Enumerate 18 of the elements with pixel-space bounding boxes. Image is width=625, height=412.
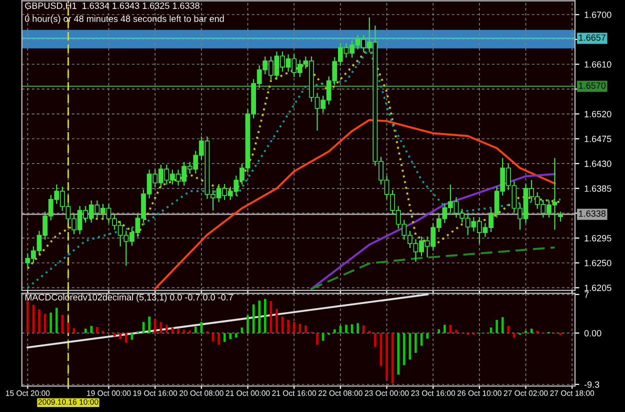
y-tick-label: 1.6520 bbox=[584, 110, 612, 118]
y-tick-label: 0.00 bbox=[584, 330, 602, 336]
y-tick-label: 1.6250 bbox=[584, 260, 612, 266]
ref-line-label: 1.6338 bbox=[579, 210, 606, 217]
y-tick-label: 1.6700 bbox=[584, 12, 612, 18]
text: 0 hour(s) or 48 minutes 48 seconds left to bar end bbox=[24, 15, 224, 24]
y-tick-label: 1.6610 bbox=[584, 61, 612, 68]
y-tick-label: 1.6385 bbox=[584, 185, 612, 192]
y-tick-label: 1.6475 bbox=[584, 136, 612, 142]
y-tick-label: 7 bbox=[584, 292, 589, 298]
y-tick-label: -9.3 bbox=[584, 381, 600, 388]
chart-title: GBPUSD,H1 1.6334 1.6343 1.6325 1.6338 bbox=[25, 2, 200, 10]
ref-line-label: 1.6570 bbox=[579, 82, 606, 89]
chart-title: MACDColoredv102decimal (5,13,1) 0.0 -0.7 0.0 -0.7 bbox=[25, 294, 233, 302]
y-tick-label: 1.6295 bbox=[584, 235, 612, 242]
y-tick-label: 1.6430 bbox=[584, 160, 612, 167]
ref-line-label: 1.6657 bbox=[579, 34, 606, 41]
y-tick-label: 1.6205 bbox=[584, 284, 612, 292]
